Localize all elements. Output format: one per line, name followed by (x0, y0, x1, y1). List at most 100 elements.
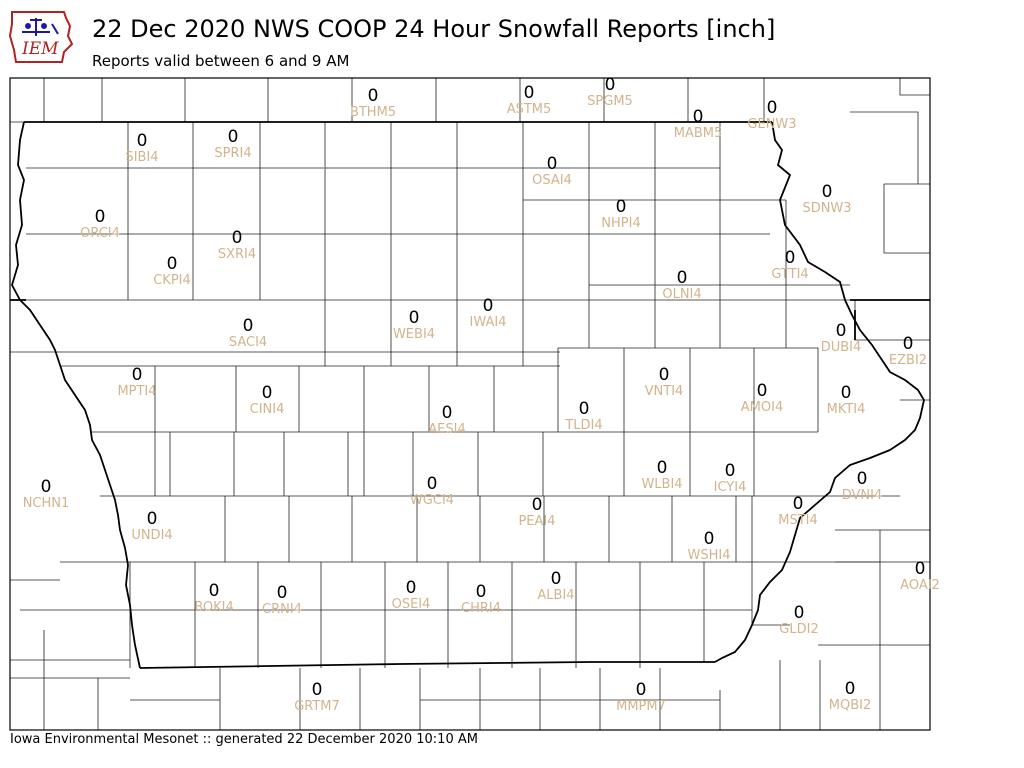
station-id-label: VNTI4 (645, 384, 684, 399)
station-id-label: MABM5 (674, 126, 723, 141)
snowfall-value: 0 (524, 83, 535, 103)
station-id-label: GTTI4 (771, 267, 808, 282)
station-id-label: WGCI4 (410, 493, 454, 508)
station-id-label: GENW3 (747, 117, 796, 132)
state-boundaries (10, 121, 930, 669)
station-id-label: SACI4 (229, 335, 267, 350)
snowfall-value: 0 (427, 474, 438, 494)
snowfall-value: 0 (841, 383, 852, 403)
snowfall-value: 0 (579, 399, 590, 419)
snowfall-value: 0 (636, 680, 647, 700)
station-id-label: NCHN1 (23, 496, 70, 511)
snowfall-value: 0 (857, 469, 868, 489)
station-id-label: OLNI4 (662, 287, 701, 302)
station-id-label: CKPI4 (153, 273, 191, 288)
snowfall-value: 0 (409, 308, 420, 328)
station-id-label: IWAI4 (470, 315, 507, 330)
station-id-label: WLBI4 (641, 477, 682, 492)
snowfall-value: 0 (657, 458, 668, 478)
snowfall-value: 0 (167, 254, 178, 274)
weather-station-icon (22, 18, 59, 36)
county-boundaries (10, 78, 930, 730)
snowfall-value: 0 (243, 316, 254, 336)
station-id-label: MKTI4 (827, 402, 866, 417)
station-id-label: CRNI4 (262, 602, 302, 617)
station-id-label: DUBI4 (821, 340, 862, 355)
snowfall-value: 0 (483, 296, 494, 316)
snowfall-value: 0 (137, 131, 148, 151)
snowfall-value: 0 (903, 334, 914, 354)
station-id-label: OSEI4 (392, 597, 431, 612)
station-id-label: EZBI2 (889, 353, 927, 368)
station-id-label: NHPI4 (601, 216, 640, 231)
station-id-label: SPRI4 (214, 146, 251, 161)
station-id-label: GLDI2 (779, 622, 818, 637)
iem-logo: IEM (8, 11, 74, 63)
snowfall-value: 0 (228, 127, 239, 147)
station-id-label: ASTM5 (507, 102, 552, 117)
snowfall-value: 0 (785, 248, 796, 268)
snowfall-value: 0 (406, 578, 417, 598)
snowfall-value: 0 (793, 494, 804, 514)
snowfall-value: 0 (616, 197, 627, 217)
logo-text: IEM (21, 39, 59, 59)
snowfall-value: 0 (442, 403, 453, 423)
station-id-label: AMOI4 (741, 400, 783, 415)
station-id-label: MSTI4 (778, 513, 818, 528)
station-id-label: UNDI4 (131, 528, 172, 543)
snowfall-value: 0 (532, 495, 543, 515)
snowfall-value: 0 (41, 477, 52, 497)
station-id-label: BOKI4 (194, 600, 234, 615)
snowfall-value: 0 (704, 529, 715, 549)
station-id-label: SXRI4 (218, 247, 256, 262)
snowfall-value: 0 (605, 75, 616, 95)
station-id-label: MQBI2 (829, 698, 871, 713)
station-id-label: CHRI4 (461, 601, 501, 616)
snowfall-value: 0 (822, 182, 833, 202)
page-subtitle: Reports valid between 6 and 9 AM (92, 52, 350, 70)
station-id-label: SPGM5 (587, 94, 633, 109)
snowfall-value: 0 (915, 559, 926, 579)
snowfall-value: 0 (147, 509, 158, 529)
snowfall-value: 0 (767, 98, 778, 118)
snowfall-value: 0 (794, 603, 805, 623)
station-id-label: ORCI4 (80, 226, 120, 241)
map-frame (9, 77, 931, 731)
station-id-label: SIBI4 (125, 150, 158, 165)
station-reports: 0BTHM50ASTM50SPGM50MABM50GENW30SIBI40SPR… (23, 75, 940, 714)
station-id-label: GRTM7 (294, 699, 340, 714)
station-id-label: PEAI4 (518, 514, 555, 529)
snowfall-value: 0 (757, 381, 768, 401)
snowfall-value: 0 (476, 582, 487, 602)
snowfall-value: 0 (551, 569, 562, 589)
